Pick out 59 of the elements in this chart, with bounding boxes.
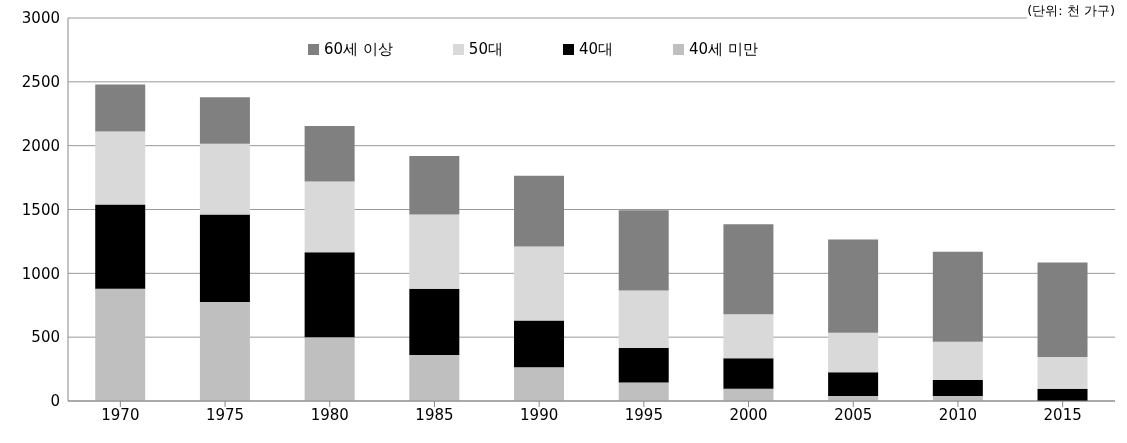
bar	[1037, 356, 1088, 389]
bar	[932, 379, 983, 396]
x-tick-label: 1980	[310, 405, 349, 424]
legend-label: 40세 미만	[689, 40, 758, 59]
bar	[199, 302, 250, 401]
bar	[95, 204, 146, 289]
bar	[199, 143, 250, 215]
bar	[199, 214, 250, 303]
x-tick-label: 2015	[1043, 405, 1082, 424]
bar	[723, 314, 774, 359]
bar	[409, 155, 460, 215]
bar	[199, 97, 250, 144]
y-tick-label: 2500	[21, 73, 60, 92]
y-tick-label: 500	[31, 328, 60, 347]
x-tick-label: 2000	[729, 405, 768, 424]
bar	[932, 341, 983, 380]
bar	[723, 224, 774, 315]
x-tick-label: 1975	[205, 405, 245, 424]
annotation: (단위: 천 가구)	[1027, 2, 1115, 20]
bar	[409, 214, 460, 289]
y-tick-label: 1500	[21, 200, 60, 219]
x-tick-label: 1990	[520, 405, 559, 424]
bar	[1037, 262, 1088, 357]
bar	[95, 131, 146, 205]
bar	[409, 288, 460, 356]
bar	[514, 175, 565, 247]
bar	[723, 358, 774, 389]
bar	[723, 388, 774, 401]
x-tick-label: 1985	[415, 405, 454, 424]
bar	[304, 252, 355, 338]
bar	[514, 246, 565, 321]
bar	[828, 372, 879, 396]
bar	[304, 125, 355, 182]
bar	[409, 355, 460, 401]
legend-label: 50대	[468, 40, 503, 59]
bar	[932, 251, 983, 342]
x-tick-label: 2005	[834, 405, 873, 424]
y-tick-label: 1000	[21, 264, 60, 283]
bar	[618, 382, 669, 401]
bar	[828, 332, 879, 373]
x-tick-label: 2010	[938, 405, 978, 424]
bar	[1037, 388, 1088, 401]
bar	[304, 337, 355, 401]
bar	[618, 210, 669, 291]
bar	[514, 367, 565, 401]
x-tick-label: 1995	[624, 405, 663, 424]
legend-label: 60세 이상	[324, 40, 393, 59]
y-tick-label: 2000	[21, 136, 60, 155]
y-tick-label: 0	[50, 392, 60, 411]
legend-label: 40대	[578, 40, 614, 59]
bar	[828, 239, 879, 333]
y-tick-label: 3000	[21, 9, 60, 28]
bar	[618, 348, 669, 383]
bar	[514, 320, 565, 368]
bar	[304, 181, 355, 253]
bar	[618, 290, 669, 349]
bar	[95, 288, 146, 401]
bar	[95, 84, 146, 132]
x-tick-label: 1970	[101, 405, 140, 424]
